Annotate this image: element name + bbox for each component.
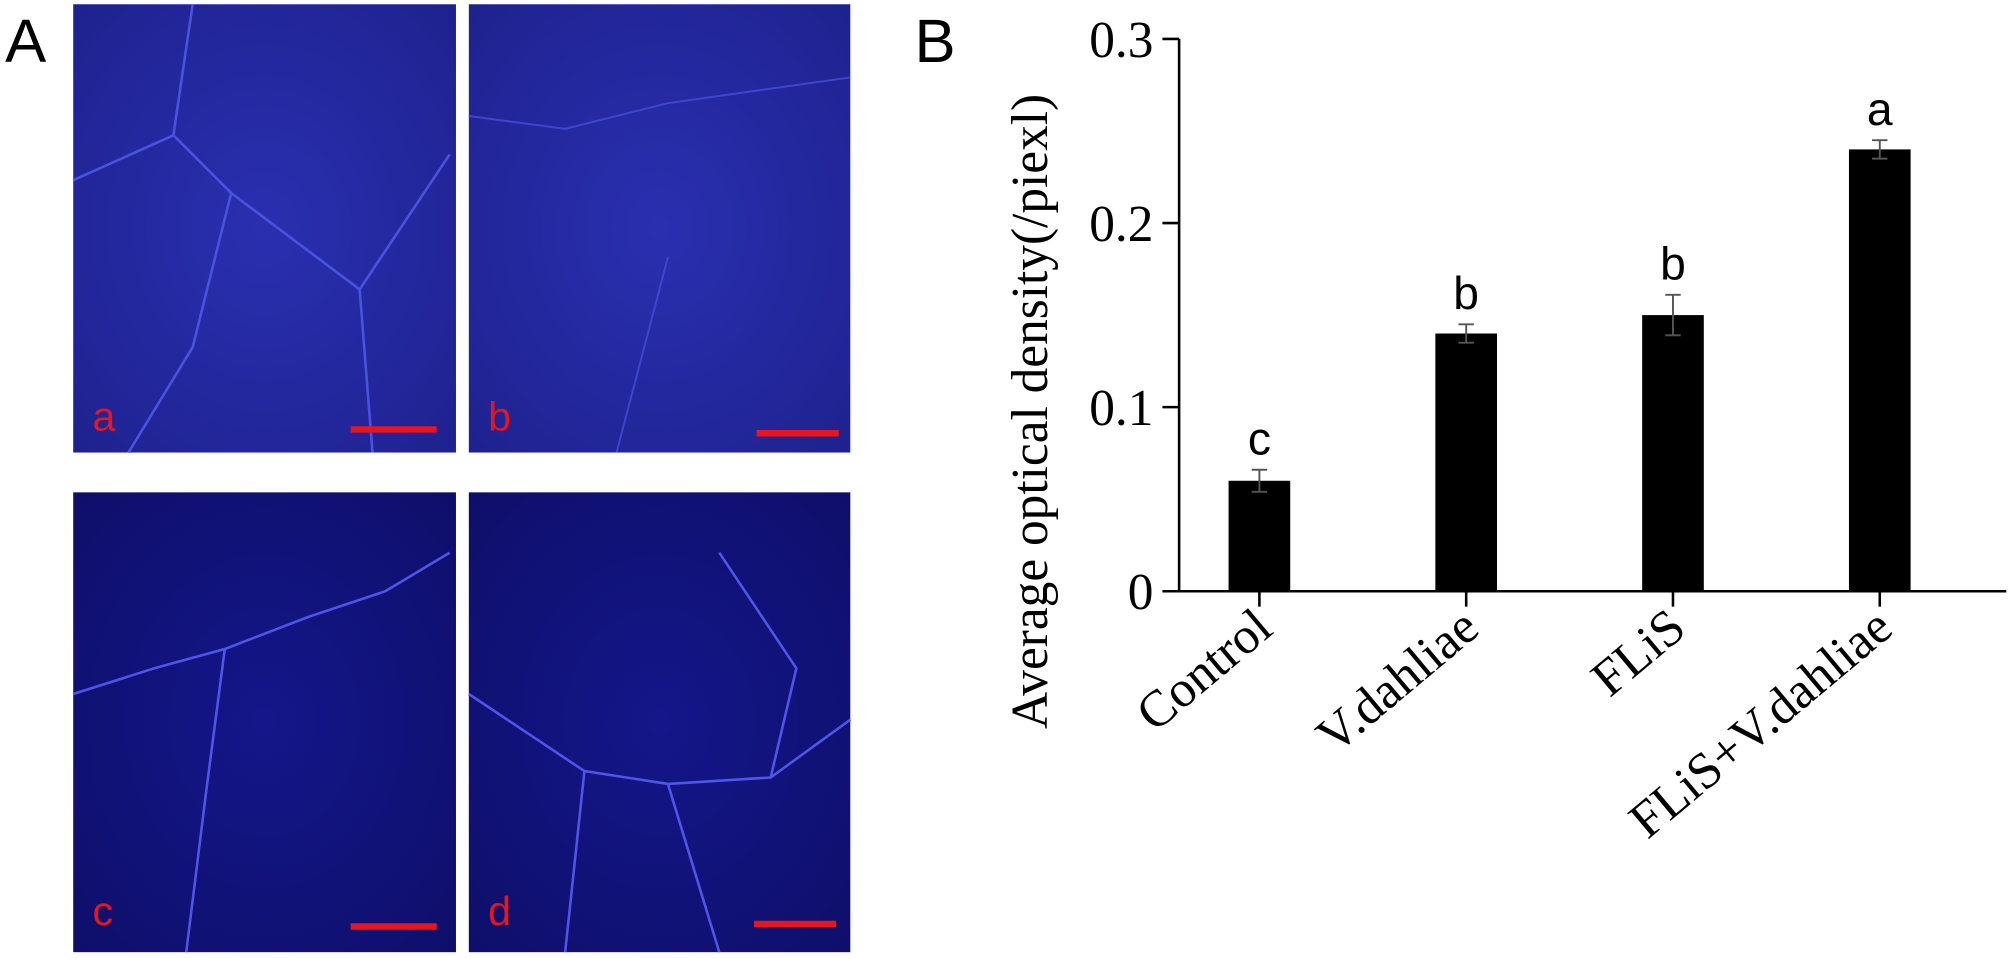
vein — [468, 76, 851, 453]
y-tick-label: 0 — [1128, 564, 1154, 621]
micrograph — [468, 492, 851, 953]
vein — [72, 4, 451, 454]
micrograph-label: d — [488, 888, 511, 934]
micrograph-label: c — [92, 888, 113, 934]
significance-label: c — [1248, 412, 1271, 464]
y-axis-label: Average optical density(/piexl) — [1002, 94, 1059, 729]
bar — [1435, 333, 1498, 592]
micrograph — [73, 492, 456, 953]
x-tick-label: FLiS — [1581, 598, 1696, 708]
bar-chart: 00.10.20.3ControlcV.dahliaebFLiSbFLiS+V.… — [1089, 12, 2007, 849]
bar — [1848, 149, 1911, 592]
significance-label: a — [1867, 83, 1893, 135]
micrograph-label: b — [488, 394, 511, 440]
micrograph-label: a — [92, 394, 115, 440]
y-tick-label: 0.2 — [1089, 196, 1153, 253]
panel-label: A — [5, 7, 46, 76]
error-bar — [1665, 293, 1681, 337]
error-bar — [1872, 139, 1888, 160]
bar — [1642, 315, 1704, 592]
micrograph — [468, 4, 851, 453]
x-tick-label: V.dahliae — [1306, 598, 1489, 765]
panel-label: B — [915, 7, 956, 76]
error-bar — [1458, 323, 1474, 344]
significance-label: b — [1453, 267, 1479, 319]
vein — [468, 552, 852, 953]
y-tick-label: 0.1 — [1089, 380, 1153, 437]
error-bar — [1251, 468, 1268, 493]
significance-label: b — [1660, 237, 1686, 289]
vein — [72, 551, 451, 953]
micrograph — [73, 4, 456, 453]
y-tick-label: 0.3 — [1089, 12, 1153, 69]
bar — [1228, 480, 1291, 592]
micrograph-panel: a b c d — [72, 4, 852, 953]
